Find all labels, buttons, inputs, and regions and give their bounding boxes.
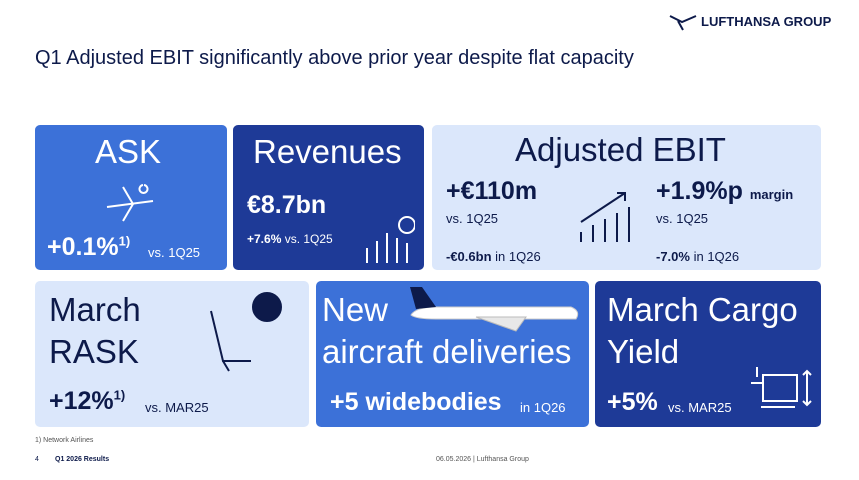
deck-name: Q1 2026 Results <box>55 456 110 463</box>
comparison: +7.6% vs. 1Q25 <box>247 232 333 246</box>
comparison: vs. MAR25 <box>668 400 732 415</box>
tile-title: RASK <box>49 333 139 370</box>
ask-tile: ASK +0.1%1) vs. 1Q25 <box>35 125 227 270</box>
value: +12% <box>49 387 114 415</box>
tile-title: March Cargo <box>607 291 798 328</box>
cargo-icon <box>751 367 812 408</box>
comparison: vs. 1Q25 <box>656 211 709 226</box>
value: +1.9%p <box>656 177 743 205</box>
tile-value: €8.7bn <box>247 191 327 219</box>
footer-date: 06.05.2026 | Lufthansa Group <box>436 456 529 463</box>
note: 1) <box>118 233 131 249</box>
absolute-value: -7.0% <box>656 249 690 264</box>
note: 1) <box>113 387 126 403</box>
comparison: vs. MAR25 <box>145 400 209 415</box>
tile-title: March <box>49 291 141 328</box>
comparison: in 1Q26 <box>520 400 566 415</box>
tile-value: +5% <box>607 388 658 416</box>
period: in 1Q26 <box>693 249 740 264</box>
aircraft-tile: New aircraft deliveries +5 widebodies in… <box>316 281 589 427</box>
tile-value: +0.1%1) <box>47 233 130 262</box>
revenues-tile: Revenues €8.7bn +7.6% vs. 1Q25 <box>233 125 424 270</box>
absolute-value: -€0.6bn <box>446 249 492 264</box>
period: in 1Q26 <box>495 249 541 264</box>
ebit-tile: Adjusted EBIT +€110m vs. 1Q25 -€0.6bn in… <box>432 125 821 270</box>
aircraft-image <box>410 287 579 332</box>
tile-title: New <box>322 291 389 328</box>
slide-title: Q1 Adjusted EBIT significantly above pri… <box>35 47 634 69</box>
logo: LUFTHANSA GROUP <box>701 14 832 29</box>
absolute: -€0.6bn in 1Q26 <box>446 249 541 264</box>
comparison: vs. 1Q25 <box>148 245 201 260</box>
rask-tile: March RASK +12%1) vs. MAR25 <box>35 281 309 427</box>
tile-value: +5 widebodies <box>330 388 502 416</box>
tile-title: Adjusted EBIT <box>515 131 726 168</box>
comparison-text: vs. 1Q25 <box>284 232 333 246</box>
margin-value: +1.9%p margin <box>656 177 793 206</box>
logo-icon <box>669 15 697 31</box>
plane-icon <box>106 184 154 222</box>
tile-title: Yield <box>607 333 680 370</box>
footnote: 1) Network Airlines <box>35 437 94 444</box>
cargo-tile: March Cargo Yield +5% vs. MAR25 <box>595 281 821 427</box>
comparison: vs. 1Q25 <box>446 211 499 226</box>
tile-title: ASK <box>95 133 162 170</box>
page-number: 4 <box>35 456 39 463</box>
chart-icon <box>366 216 415 263</box>
seat-icon <box>210 292 282 372</box>
tile-value: +12%1) <box>49 387 125 416</box>
value: +0.1% <box>47 233 119 261</box>
absolute: -7.0% in 1Q26 <box>656 249 739 264</box>
change: +7.6% <box>247 232 282 246</box>
label: margin <box>749 187 794 202</box>
growth-icon <box>580 192 630 242</box>
tile-title: Revenues <box>253 133 402 170</box>
tile-value: +€110m <box>446 177 538 205</box>
tile-title: aircraft deliveries <box>322 333 572 370</box>
